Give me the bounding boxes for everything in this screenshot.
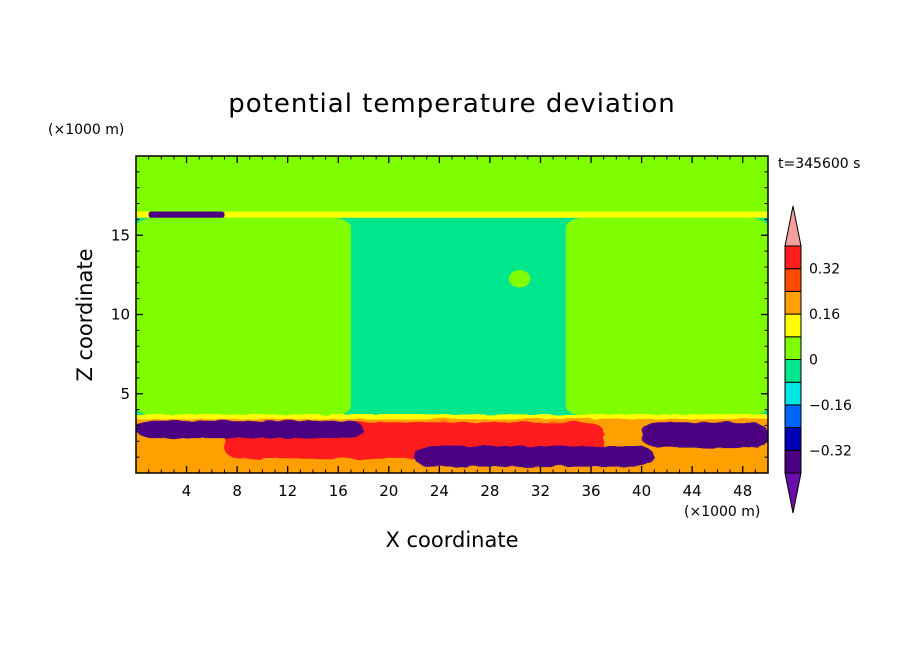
- y-unit-label: (×1000 m): [48, 122, 124, 138]
- y-tick-label: 15: [111, 226, 130, 244]
- y-tick-label: 5: [120, 385, 130, 403]
- x-tick-label: 28: [480, 482, 499, 500]
- x-axis: 4 8 12 16 20 24 28 32 36 40 44 48: [148, 156, 756, 500]
- x-tick-label: 48: [733, 482, 752, 500]
- x-tick-label: 12: [278, 482, 297, 500]
- contour-region: [565, 217, 768, 416]
- y-axis: 5 10 15: [111, 171, 768, 458]
- x-tick-label: 44: [683, 482, 702, 500]
- y-tick-label: 10: [111, 306, 130, 324]
- contour-region: [136, 414, 768, 420]
- colorbar-upper-extend: [784, 205, 802, 247]
- colorbar-box: [784, 268, 802, 292]
- colorbar-label: 0.16: [809, 307, 840, 323]
- y-axis-label: Z coordinate: [73, 248, 97, 381]
- chart-title: potential temperature deviation: [228, 89, 675, 119]
- contour-region: [148, 211, 225, 218]
- contour-region: [136, 211, 768, 218]
- colorbar-label: 0: [809, 353, 818, 369]
- colorbar-lower-extend: [784, 472, 802, 514]
- x-tick-label: 24: [430, 482, 449, 500]
- colorbar-box: [784, 381, 802, 406]
- x-tick-label: 4: [182, 482, 192, 500]
- contour-field: [136, 156, 768, 473]
- colorbar-box: [784, 336, 802, 360]
- colorbar: 0.32 0.16 0 −0.16 −0.32: [784, 205, 852, 514]
- colorbar-box: [784, 449, 802, 474]
- colorbar-box: [784, 359, 802, 383]
- x-tick-label: 8: [232, 482, 242, 500]
- contour-region: [136, 217, 351, 416]
- contour-region: [641, 422, 768, 448]
- colorbar-label: −0.32: [809, 443, 852, 459]
- contour-region: [603, 156, 768, 215]
- x-tick-label: 16: [329, 482, 348, 500]
- colorbar-box: [784, 245, 802, 270]
- x-tick-label: 36: [581, 482, 600, 500]
- colorbar-label: −0.16: [809, 398, 852, 414]
- x-tick-label: 32: [531, 482, 550, 500]
- contour-region: [414, 446, 655, 467]
- colorbar-box: [784, 313, 802, 338]
- x-tick-label: 40: [632, 482, 651, 500]
- colorbar-label: 0.32: [809, 262, 840, 278]
- colorbar-box: [784, 290, 802, 315]
- colorbar-box: [784, 404, 802, 429]
- x-axis-label: X coordinate: [385, 528, 518, 552]
- time-label: t=345600 s: [778, 156, 860, 172]
- x-tick-label: 20: [379, 482, 398, 500]
- contour-region: [508, 270, 531, 288]
- contour-region: [136, 420, 364, 439]
- contour-region: [136, 156, 301, 215]
- x-unit-label: (×1000 m): [684, 504, 760, 520]
- colorbar-box: [784, 427, 802, 451]
